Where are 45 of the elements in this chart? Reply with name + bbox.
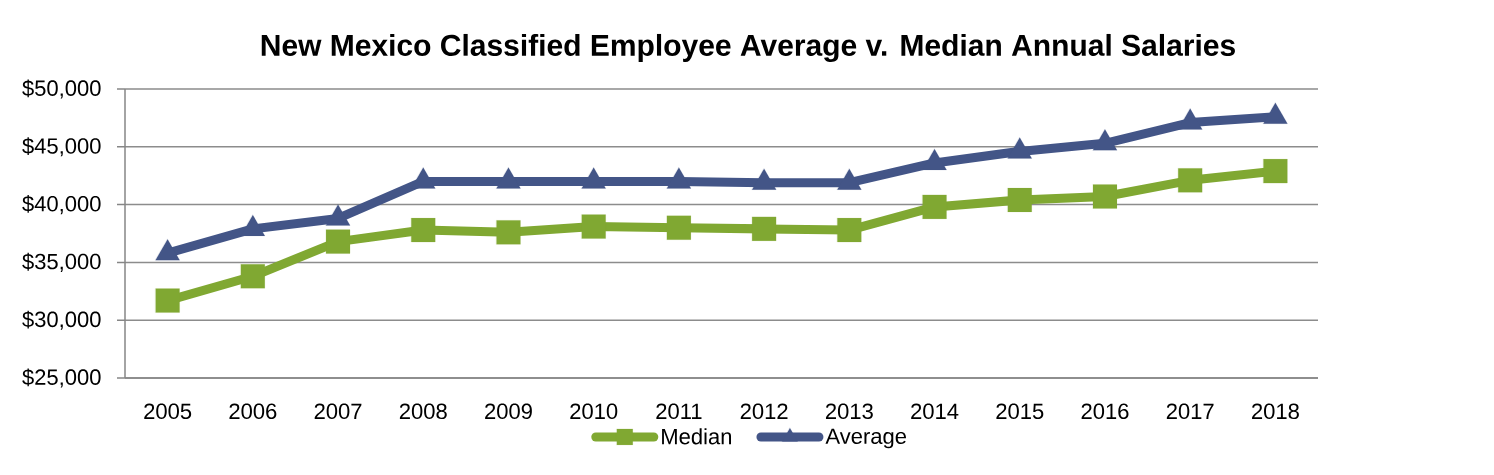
x-tick-label: 2016: [1081, 403, 1129, 420]
point: [325, 229, 351, 254]
x-tick-label: 2013: [825, 403, 873, 420]
x-tick-label: 2009: [485, 403, 532, 420]
x-tick-label: 2017: [1166, 403, 1214, 420]
y-tick-label: $40,000: [22, 195, 101, 215]
x-tick-label: 2012: [740, 403, 788, 420]
point: [240, 264, 265, 289]
x-tick-label: 2006: [229, 403, 277, 420]
x-tick-label: 2010: [570, 403, 618, 420]
point: [1092, 184, 1118, 209]
chart-title: New Mexico Classified Employee Average v. Median Annual Salaries: [261, 33, 1235, 63]
x-tick-label: 2015: [996, 403, 1044, 420]
y-tick-label: $45,000: [22, 137, 101, 157]
x-tick-label: 2005: [144, 403, 192, 420]
point: [581, 167, 606, 189]
point: [922, 194, 947, 219]
legend-label: Median: [662, 428, 731, 445]
x-tick-label: 2007: [314, 403, 362, 420]
y-tick-label: $30,000: [22, 310, 101, 330]
legend-label: Average: [825, 428, 906, 449]
point: [496, 167, 521, 189]
point: [666, 167, 692, 189]
point: [1178, 108, 1203, 130]
point: [837, 168, 862, 190]
x-tick-label: 2018: [1252, 403, 1299, 420]
point: [496, 220, 521, 245]
point: [666, 215, 691, 240]
point: [1007, 187, 1032, 213]
point: [837, 217, 862, 243]
point: [1007, 137, 1032, 159]
point: [581, 214, 606, 239]
y-tick-label: $35,000: [22, 252, 101, 272]
x-tick-label: 2011: [656, 403, 702, 420]
point: [1263, 102, 1288, 124]
y-tick-label: $50,000: [22, 79, 101, 99]
point: [411, 217, 436, 243]
point: [752, 216, 777, 241]
x-tick-label: 2008: [399, 403, 447, 420]
y-tick-label: $25,000: [22, 368, 101, 388]
point: [1092, 129, 1118, 151]
point: [155, 288, 180, 313]
x-tick-label: 2014: [911, 403, 959, 420]
point: [751, 168, 777, 190]
point: [922, 148, 947, 171]
